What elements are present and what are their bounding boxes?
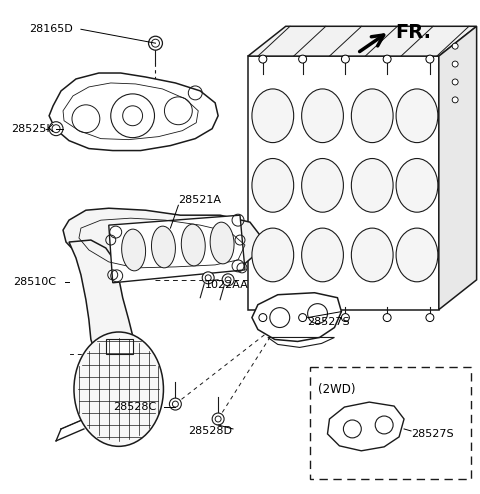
Text: 28527S: 28527S xyxy=(411,429,454,439)
Text: 28521A: 28521A xyxy=(179,195,221,206)
Circle shape xyxy=(426,314,434,322)
Polygon shape xyxy=(49,73,218,151)
Polygon shape xyxy=(252,293,341,341)
Circle shape xyxy=(452,43,458,49)
Ellipse shape xyxy=(351,89,393,143)
Text: 28510C: 28510C xyxy=(13,277,56,287)
Ellipse shape xyxy=(396,159,438,212)
Circle shape xyxy=(259,55,267,63)
Circle shape xyxy=(202,272,214,284)
Circle shape xyxy=(383,314,391,322)
Circle shape xyxy=(299,314,307,322)
Ellipse shape xyxy=(74,332,164,447)
Circle shape xyxy=(148,36,162,50)
Ellipse shape xyxy=(351,228,393,282)
Text: 28165D: 28165D xyxy=(29,24,73,34)
Circle shape xyxy=(452,97,458,103)
Circle shape xyxy=(212,413,224,425)
Ellipse shape xyxy=(181,224,205,266)
Circle shape xyxy=(341,55,349,63)
Text: 28528D: 28528D xyxy=(188,426,232,436)
Ellipse shape xyxy=(396,228,438,282)
Circle shape xyxy=(299,55,307,63)
Text: 28525K: 28525K xyxy=(12,124,54,134)
Text: (2WD): (2WD) xyxy=(318,383,355,396)
Ellipse shape xyxy=(152,226,175,268)
Ellipse shape xyxy=(301,89,343,143)
Ellipse shape xyxy=(121,229,145,271)
Circle shape xyxy=(383,55,391,63)
Polygon shape xyxy=(327,402,404,451)
Circle shape xyxy=(452,61,458,67)
Ellipse shape xyxy=(252,228,294,282)
Circle shape xyxy=(259,314,267,322)
Polygon shape xyxy=(248,26,477,56)
Ellipse shape xyxy=(351,159,393,212)
Polygon shape xyxy=(63,208,260,280)
Polygon shape xyxy=(69,240,136,370)
Polygon shape xyxy=(109,215,245,283)
Text: FR.: FR. xyxy=(395,23,431,42)
Circle shape xyxy=(49,122,63,136)
Circle shape xyxy=(426,55,434,63)
Ellipse shape xyxy=(252,89,294,143)
Polygon shape xyxy=(106,339,132,354)
Polygon shape xyxy=(248,56,439,310)
Ellipse shape xyxy=(301,228,343,282)
Ellipse shape xyxy=(210,222,234,264)
Circle shape xyxy=(341,314,349,322)
Text: 28527S: 28527S xyxy=(308,317,350,327)
Text: 1022AA: 1022AA xyxy=(205,280,249,290)
Circle shape xyxy=(452,79,458,85)
Ellipse shape xyxy=(252,159,294,212)
Ellipse shape xyxy=(301,159,343,212)
Polygon shape xyxy=(439,26,477,310)
Text: 28528C: 28528C xyxy=(113,402,156,412)
Circle shape xyxy=(222,274,234,286)
Circle shape xyxy=(169,398,181,410)
Ellipse shape xyxy=(396,89,438,143)
